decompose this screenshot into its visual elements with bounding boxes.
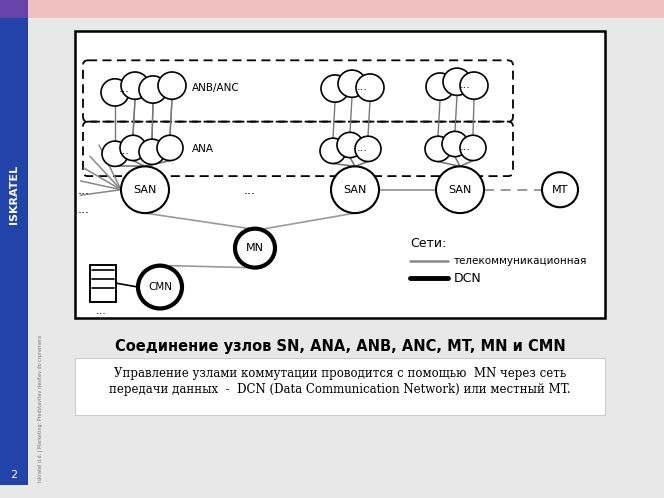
Text: ...: ... <box>78 184 90 197</box>
Bar <box>75 31 605 318</box>
Circle shape <box>120 135 146 160</box>
Text: ANB/ANC: ANB/ANC <box>192 83 240 93</box>
Circle shape <box>442 131 468 157</box>
Circle shape <box>443 68 471 95</box>
Text: ISKRATEL: ISKRATEL <box>9 165 19 224</box>
Circle shape <box>460 72 488 99</box>
Bar <box>75 358 605 414</box>
Text: ...: ... <box>357 143 367 153</box>
Text: 2: 2 <box>11 470 17 480</box>
Text: MT: MT <box>552 185 568 195</box>
Circle shape <box>436 166 484 213</box>
Text: SAN: SAN <box>133 185 157 195</box>
Text: телекоммуникационная: телекоммуникационная <box>454 256 588 266</box>
Text: Iskratel d.d. | Marketing: Predstavitev rjesitev do crpremera: Iskratel d.d. | Marketing: Predstavitev … <box>38 335 44 482</box>
Circle shape <box>337 132 363 158</box>
Circle shape <box>338 70 366 97</box>
Bar <box>0 0 28 17</box>
Circle shape <box>355 136 381 161</box>
Text: ...: ... <box>96 306 106 316</box>
Circle shape <box>138 265 182 308</box>
Circle shape <box>356 74 384 101</box>
Circle shape <box>320 138 346 163</box>
Circle shape <box>542 172 578 207</box>
Text: MN: MN <box>246 243 264 253</box>
Text: ...: ... <box>357 82 367 92</box>
Circle shape <box>235 229 275 267</box>
Text: SAN: SAN <box>448 185 471 195</box>
Text: ...: ... <box>78 203 90 216</box>
Text: ...: ... <box>119 146 129 156</box>
Circle shape <box>139 139 165 164</box>
Circle shape <box>331 166 379 213</box>
Bar <box>0 0 28 485</box>
Text: Управление узлами коммутации проводится с помощью  MN через сеть: Управление узлами коммутации проводится … <box>114 367 566 380</box>
Text: Сети:: Сети: <box>410 237 446 250</box>
Circle shape <box>460 135 486 160</box>
Text: ...: ... <box>459 80 470 90</box>
Bar <box>28 0 664 17</box>
Circle shape <box>139 76 167 103</box>
Circle shape <box>321 75 349 102</box>
Text: Соединение узлов SN, ANA, ANB, ANC, MT, MN и CMN: Соединение узлов SN, ANA, ANB, ANC, MT, … <box>115 339 565 354</box>
Text: SAN: SAN <box>343 185 367 195</box>
Circle shape <box>426 73 454 100</box>
Text: DCN: DCN <box>454 272 482 285</box>
Text: CMN: CMN <box>148 282 172 292</box>
Circle shape <box>121 72 149 99</box>
Text: передачи данных  -  DCN (Data Communication Network) или местный MT.: передачи данных - DCN (Data Communicatio… <box>109 382 571 396</box>
Text: ...: ... <box>244 184 256 197</box>
Circle shape <box>425 136 451 161</box>
Circle shape <box>158 72 186 99</box>
Text: ...: ... <box>119 84 129 94</box>
Circle shape <box>157 135 183 160</box>
Circle shape <box>102 141 128 166</box>
Circle shape <box>101 79 129 106</box>
Circle shape <box>121 166 169 213</box>
Text: ANA: ANA <box>192 144 214 154</box>
Text: ...: ... <box>459 142 470 152</box>
